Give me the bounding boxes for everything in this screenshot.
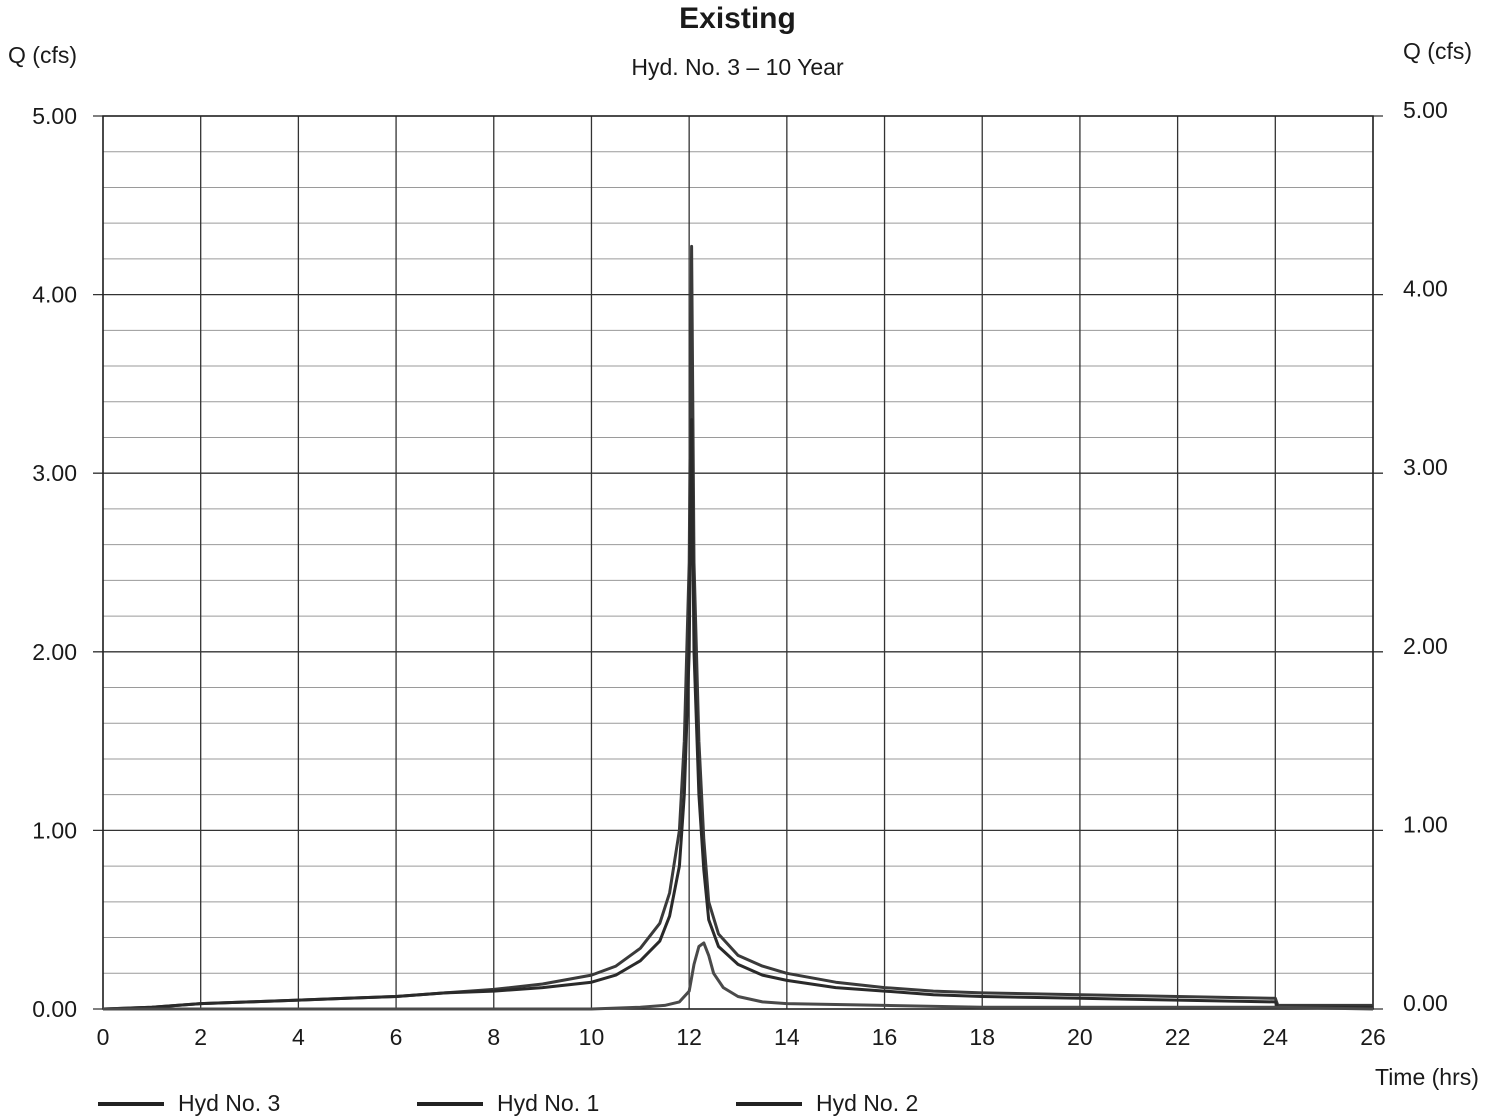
- y-tick-label-right: 1.00: [1403, 811, 1448, 837]
- chart-title: Existing: [679, 2, 796, 35]
- x-tick-label: 20: [1067, 1024, 1093, 1050]
- y-tick-label-left: 3.00: [32, 460, 77, 486]
- series-line-hyd-no-2: [103, 941, 1374, 1011]
- x-tick-label: 18: [969, 1024, 995, 1050]
- x-tick-label: 6: [390, 1024, 403, 1050]
- legend-item-hyd-3: Hyd No. 3: [98, 1090, 280, 1117]
- x-tick-label: 26: [1360, 1024, 1386, 1050]
- y-tick-label-right: 2.00: [1403, 633, 1448, 659]
- legend-swatch-hyd-2: [736, 1101, 802, 1106]
- y-tick-label-right: 3.00: [1403, 454, 1448, 480]
- y-axis-label-right: Q (cfs): [1403, 38, 1472, 64]
- y-axis-label-left: Q (cfs): [8, 42, 77, 68]
- x-tick-label: 10: [579, 1024, 605, 1050]
- legend-item-hyd-2: Hyd No. 2: [736, 1090, 918, 1117]
- legend-label-hyd-3: Hyd No. 3: [178, 1090, 281, 1116]
- y-tick-label-left: 5.00: [32, 103, 77, 129]
- x-tick-label: 12: [676, 1024, 702, 1050]
- y-tick-label-right: 5.00: [1403, 97, 1448, 123]
- plot-border: [102, 115, 1374, 1010]
- legend-swatch-hyd-1: [417, 1101, 483, 1106]
- y-tick-label-left: 4.00: [32, 282, 77, 308]
- x-tick-label: 8: [487, 1024, 500, 1050]
- legend-item-hyd-1: Hyd No. 1: [417, 1090, 599, 1117]
- chart-subtitle: Hyd. No. 3 – 10 Year: [631, 54, 844, 80]
- x-axis-label: Time (hrs): [1375, 1064, 1479, 1090]
- y-tick-label-left: 2.00: [32, 639, 77, 665]
- y-tick-label-left: 1.00: [32, 817, 77, 843]
- series-line-hyd-no-1: [102, 418, 1373, 1011]
- legend-label-hyd-2: Hyd No. 2: [816, 1090, 919, 1116]
- y-tick-label-right: 4.00: [1403, 276, 1448, 302]
- x-tick-label: 14: [774, 1024, 800, 1050]
- y-tick-label-left: 0.00: [32, 996, 77, 1022]
- legend-swatch-hyd-3: [98, 1101, 164, 1106]
- legend-label-hyd-1: Hyd No. 1: [497, 1090, 600, 1116]
- x-tick-label: 22: [1165, 1024, 1191, 1050]
- x-tick-label: 0: [97, 1024, 110, 1050]
- x-tick-label: 24: [1263, 1024, 1289, 1050]
- x-tick-label: 4: [292, 1024, 305, 1050]
- series-line-hyd-no-3: [102, 244, 1373, 1011]
- x-tick-label: 16: [872, 1024, 898, 1050]
- y-tick-label-right: 0.00: [1403, 990, 1448, 1016]
- x-tick-label: 2: [194, 1024, 207, 1050]
